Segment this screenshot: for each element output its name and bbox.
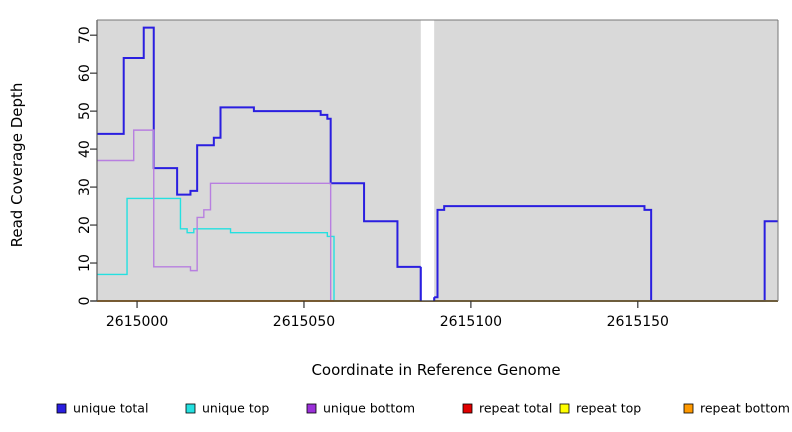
legend-swatch-icon (185, 403, 196, 414)
legend-swatch-icon (306, 403, 317, 414)
gap-band (420, 20, 435, 301)
y-axis-title: Read Coverage Depth (8, 83, 26, 248)
legend-label: unique bottom (323, 401, 415, 416)
y-tick-label-4: 40 (77, 140, 93, 158)
y-tick-label-3: 30 (77, 178, 93, 196)
y-tick-label-7: 70 (77, 26, 93, 44)
y-tick-label-6: 60 (77, 64, 93, 82)
axes-layer (90, 19, 779, 308)
legend-item-repeat-top[interactable]: repeat top (559, 401, 641, 416)
series-line-unique-bottom (97, 129, 778, 302)
x-tick-label-0: 2615000 (106, 314, 168, 330)
legend-label: repeat top (576, 401, 641, 416)
series-line-unique-total (97, 26, 778, 302)
legend-item-unique-total[interactable]: unique total (56, 401, 148, 416)
y-tick-label-2: 20 (77, 216, 93, 234)
y-tick-label-5: 50 (77, 102, 93, 120)
legend-label: repeat total (479, 401, 552, 416)
legend-label: unique total (73, 401, 148, 416)
y-tick-label-1: 10 (77, 254, 93, 272)
legend-swatch-icon (559, 403, 570, 414)
legend-item-repeat-total[interactable]: repeat total (462, 401, 552, 416)
x-tick-label-3: 2615150 (607, 314, 669, 330)
legend-item-unique-bottom[interactable]: unique bottom (306, 401, 415, 416)
legend-swatch-icon (56, 403, 67, 414)
legend-label: repeat bottom (700, 401, 790, 416)
chart-legend: unique total unique top unique bottom repea… (56, 401, 790, 416)
x-axis-title: Coordinate in Reference Genome (311, 361, 560, 379)
x-tick-label-1: 2615050 (273, 314, 335, 330)
legend-swatch-icon (462, 403, 473, 414)
series-layer-gap-overlay (419, 266, 436, 301)
legend-label: unique top (202, 401, 269, 416)
x-tick-labels: 2615000 2615050 2615100 2615150 (106, 314, 669, 330)
legend-swatch-icon (683, 403, 694, 414)
y-tick-labels: 0 10 20 30 40 50 60 70 (77, 26, 93, 305)
y-tick-label-0: 0 (77, 297, 93, 306)
coverage-gap-band (420, 20, 435, 301)
x-tick-label-2: 2615100 (440, 314, 502, 330)
legend-item-repeat-bottom[interactable]: repeat bottom (683, 401, 790, 416)
legend-item-unique-top[interactable]: unique top (185, 401, 269, 416)
